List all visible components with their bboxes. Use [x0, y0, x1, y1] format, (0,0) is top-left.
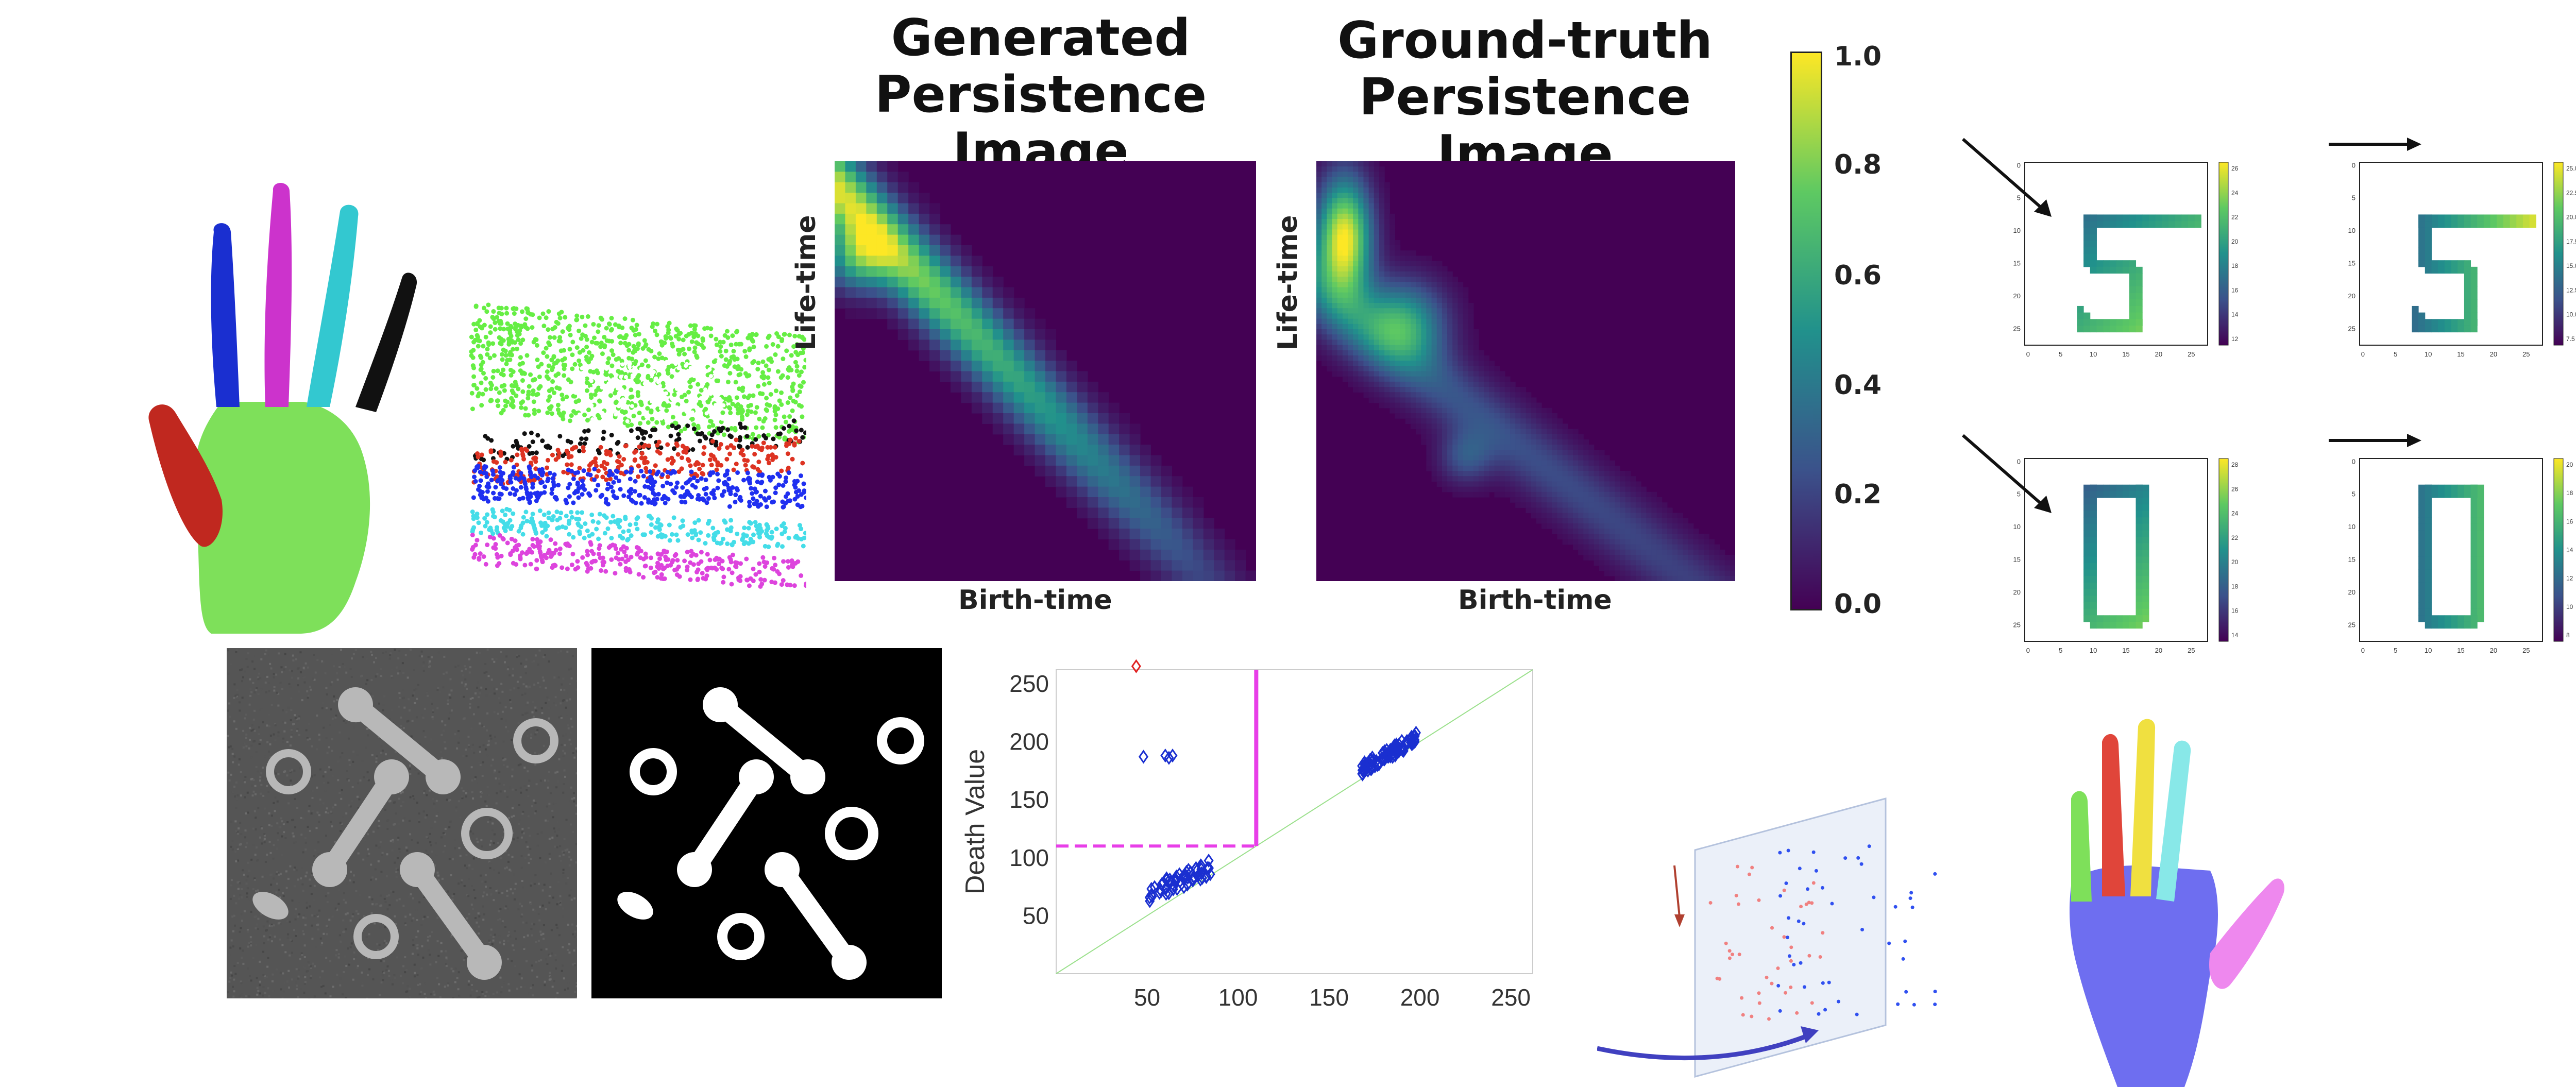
colorbar-tick-0-0: 0.0 — [1834, 589, 1882, 620]
colorbar-tick-0-2: 0.2 — [1834, 479, 1882, 510]
colorbar-tick-0-6: 0.6 — [1834, 260, 1882, 291]
generated-ylabel: Life-time — [791, 215, 822, 350]
hand2-middle — [2102, 734, 2125, 896]
hand2-palm — [2070, 865, 2218, 1087]
groundtruth-title: Ground-truth Persistence Image — [1337, 11, 1713, 183]
hand2-thumb — [2209, 878, 2284, 989]
digit-panels: 0 5 10 15 20 25 0 5 10 15 20 25 26 24 22 20 18 16 14 12 0 5 10… — [1958, 129, 2576, 675]
segmented-hand-right — [2056, 716, 2293, 1087]
colorbar-tick-1-0: 1.0 — [1834, 41, 1882, 72]
hand-ring-finger — [307, 205, 359, 407]
hand2-index — [2071, 791, 2092, 902]
hand-index-finger — [211, 223, 240, 407]
hand-pinky-finger — [355, 273, 417, 412]
digit-panel-1: 0510152025051015202525.022.520.017.515.0… — [2329, 138, 2576, 358]
hand2-pinky — [2156, 740, 2191, 902]
generated-title: Generated Persistence Image — [874, 9, 1207, 181]
persistence-colorbar — [1790, 52, 1822, 610]
hand2-ring — [2130, 719, 2156, 896]
hand-palm — [195, 402, 370, 634]
cut-text-fragment — [804, 644, 989, 658]
segmented-point-cloud — [466, 299, 806, 592]
generated-xlabel: Birth-time — [958, 585, 1112, 616]
colorbar-tick-0-8: 0.8 — [1834, 149, 1882, 180]
segmented-hand-left — [134, 180, 422, 634]
hand-middle-finger — [264, 183, 292, 407]
binary-segmentation-image — [591, 648, 942, 998]
projection-plane-illustration — [1597, 783, 1978, 1087]
colorbar-tick-0-4: 0.4 — [1834, 370, 1882, 401]
groundtruth-ylabel: Life-time — [1273, 215, 1303, 350]
hand-thumb — [148, 404, 223, 547]
noisy-grayscale-image — [227, 648, 577, 998]
groundtruth-persistence-image — [1316, 161, 1735, 581]
generated-persistence-image — [835, 161, 1256, 581]
persistence-diagram: 50 100 150 200 250 250 200 150 100 50 Death Value — [948, 659, 1659, 1020]
groundtruth-xlabel: Birth-time — [1458, 585, 1612, 616]
